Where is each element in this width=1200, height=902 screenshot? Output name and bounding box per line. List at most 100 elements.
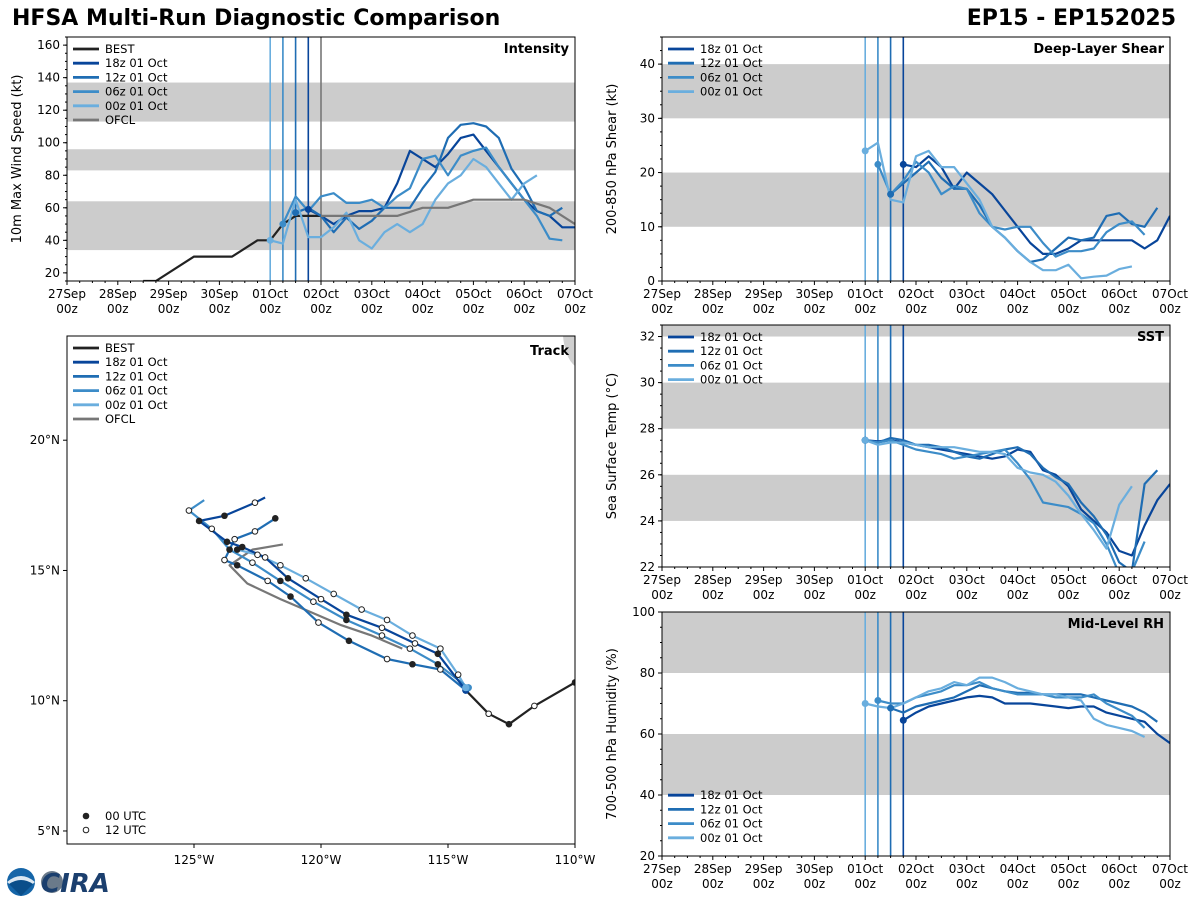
- track-marker-12utc: [378, 624, 386, 632]
- track-marker-12utc: [383, 655, 391, 663]
- intensity-legend-label: 12z 01 Oct: [105, 70, 168, 84]
- track-marker-12utc: [231, 535, 238, 543]
- track-marker-00utc: [233, 561, 241, 569]
- rh-xtick-label-day: 05Oct: [1050, 862, 1086, 876]
- intensity-xtick-label-hour: 00z: [412, 302, 434, 316]
- sst-ytick-label: 30: [640, 376, 655, 390]
- shear-xtick-label-hour: 00z: [1159, 302, 1181, 316]
- rh-xtick-label-day: 03Oct: [949, 862, 985, 876]
- shear-legend-label: 06z 01 Oct: [700, 70, 763, 84]
- sst-title: SST: [1137, 330, 1164, 345]
- track-title: Track: [530, 344, 569, 359]
- shear-xtick-label-day: 30Sep: [795, 287, 833, 301]
- sst-ytick-label: 32: [640, 330, 655, 344]
- shear-ytick-label: 30: [640, 111, 655, 125]
- shear-xtick-label-hour: 00z: [1108, 302, 1130, 316]
- rh-xtick-label-day: 30Sep: [795, 862, 833, 876]
- intensity-xtick-label-hour: 00z: [259, 302, 281, 316]
- track-marker-00utc: [233, 546, 241, 553]
- track-xtick-label: 125°W: [174, 853, 215, 867]
- sst-xtick-label-hour: 00z: [1159, 588, 1181, 602]
- rh-init-point: [874, 696, 882, 704]
- intensity-xtick-label-day: 04Oct: [405, 287, 441, 301]
- track-marker-00utc: [343, 616, 350, 624]
- track-marker-12utc: [531, 702, 538, 710]
- track-legend-label: OFCL: [105, 412, 136, 426]
- track-marker-00utc: [505, 720, 513, 728]
- shear-band-1: [662, 64, 1170, 119]
- cira-logo: CIRA: [4, 866, 114, 899]
- sst-legend-label: 18z 01 Oct: [700, 330, 763, 344]
- track-legend-label: 06z 01 Oct: [105, 384, 168, 398]
- intensity-xtick-label-hour: 00z: [209, 302, 231, 316]
- track-marker-00utc: [223, 538, 231, 546]
- rh-xtick-label-day: 02Oct: [898, 862, 934, 876]
- intensity-init-point: [304, 205, 312, 213]
- shear-xtick-label-hour: 00z: [651, 302, 673, 316]
- track-marker-12utc: [221, 556, 228, 564]
- track-line-ofcl: [228, 543, 403, 650]
- sst-band-2: [662, 325, 1170, 337]
- rh-ylabel: 700-500 hPa Humidity (%): [605, 648, 620, 820]
- shear-ytick-label: 0: [647, 274, 655, 288]
- shear-band-0: [662, 172, 1170, 227]
- intensity-series-06z-01-oct: [281, 146, 563, 242]
- track-plot-area: [185, 336, 575, 728]
- sst-xtick-label-hour: 00z: [1007, 588, 1029, 602]
- shear-xtick-label-hour: 00z: [1007, 302, 1029, 316]
- shear-ytick-label: 10: [640, 220, 655, 234]
- track-marker-12utc: [330, 590, 338, 598]
- rh-ytick-label: 80: [640, 666, 655, 680]
- track-marker-12utc: [277, 561, 284, 569]
- panel-track: 125°W 120°W 115°W 110°W 5°N 10°N 15°N 20°N Track…: [30, 335, 596, 867]
- intensity-legend-label: OFCL: [105, 113, 136, 127]
- sst-xtick-label-day: 05Oct: [1050, 573, 1086, 587]
- sst-ytick-label: 26: [640, 468, 655, 482]
- intensity-xtick-label-day: 07Oct: [557, 287, 593, 301]
- marker-legend-12utc-label: 12 UTC: [105, 823, 146, 837]
- track-marker-00utc: [434, 650, 442, 658]
- track-ytick-label: 5°N: [37, 824, 60, 838]
- sst-xtick-label-hour: 00z: [905, 588, 927, 602]
- track-marker-00utc: [226, 546, 233, 553]
- shear-xtick-label-hour: 00z: [753, 302, 775, 316]
- rh-init-point: [887, 704, 895, 712]
- track-ytick-label: 20°N: [30, 433, 60, 447]
- track-marker-12utc: [485, 710, 492, 718]
- sst-ytick-label: 22: [640, 560, 655, 574]
- shear-legend-label: 00z 01 Oct: [700, 85, 763, 99]
- panel-intensity: 2040608010012014016027Sep00z28Sep00z29Se…: [10, 36, 593, 316]
- sst-xtick-label-hour: 00z: [651, 588, 673, 602]
- rh-band-0: [662, 734, 1170, 795]
- shear-xtick-label-day: 01Oct: [847, 287, 883, 301]
- track-land-patch: [563, 336, 575, 366]
- shear-xtick-label-day: 02Oct: [898, 287, 934, 301]
- intensity-series-ofcl: [321, 198, 575, 226]
- intensity-xtick-label-day: 27Sep: [48, 287, 86, 301]
- rh-legend-label: 00z 01 Oct: [700, 831, 763, 845]
- track-frame: [66, 335, 576, 845]
- sst-ylabel: Sea Surface Temp (°C): [605, 373, 620, 520]
- rh-series-00z-01-oct: [864, 676, 1146, 738]
- rh-xtick-label-day: 01Oct: [847, 862, 883, 876]
- track-marker-00utc: [238, 543, 246, 551]
- rh-xtick-label-hour: 00z: [905, 877, 927, 891]
- intensity-xtick-label-hour: 00z: [513, 302, 535, 316]
- shear-xtick-label-hour: 00z: [804, 302, 826, 316]
- shear-title: Deep-Layer Shear: [1033, 42, 1164, 57]
- sst-xtick-label-day: 02Oct: [898, 573, 934, 587]
- shear-xtick-label-day: 07Oct: [1152, 287, 1188, 301]
- track-line-18z-01-oct: [198, 496, 467, 691]
- shear-series-18z-01-oct: [903, 155, 1170, 255]
- rh-ytick-label: 100: [632, 605, 655, 619]
- track-xtick-label: 110°W: [555, 853, 596, 867]
- cira-wordmark: CIRA: [41, 869, 110, 898]
- intensity-xtick-label-day: 30Sep: [200, 287, 238, 301]
- shear-init-point: [899, 160, 907, 168]
- track-ytick-label: 10°N: [30, 694, 60, 708]
- shear-init-point: [887, 190, 895, 198]
